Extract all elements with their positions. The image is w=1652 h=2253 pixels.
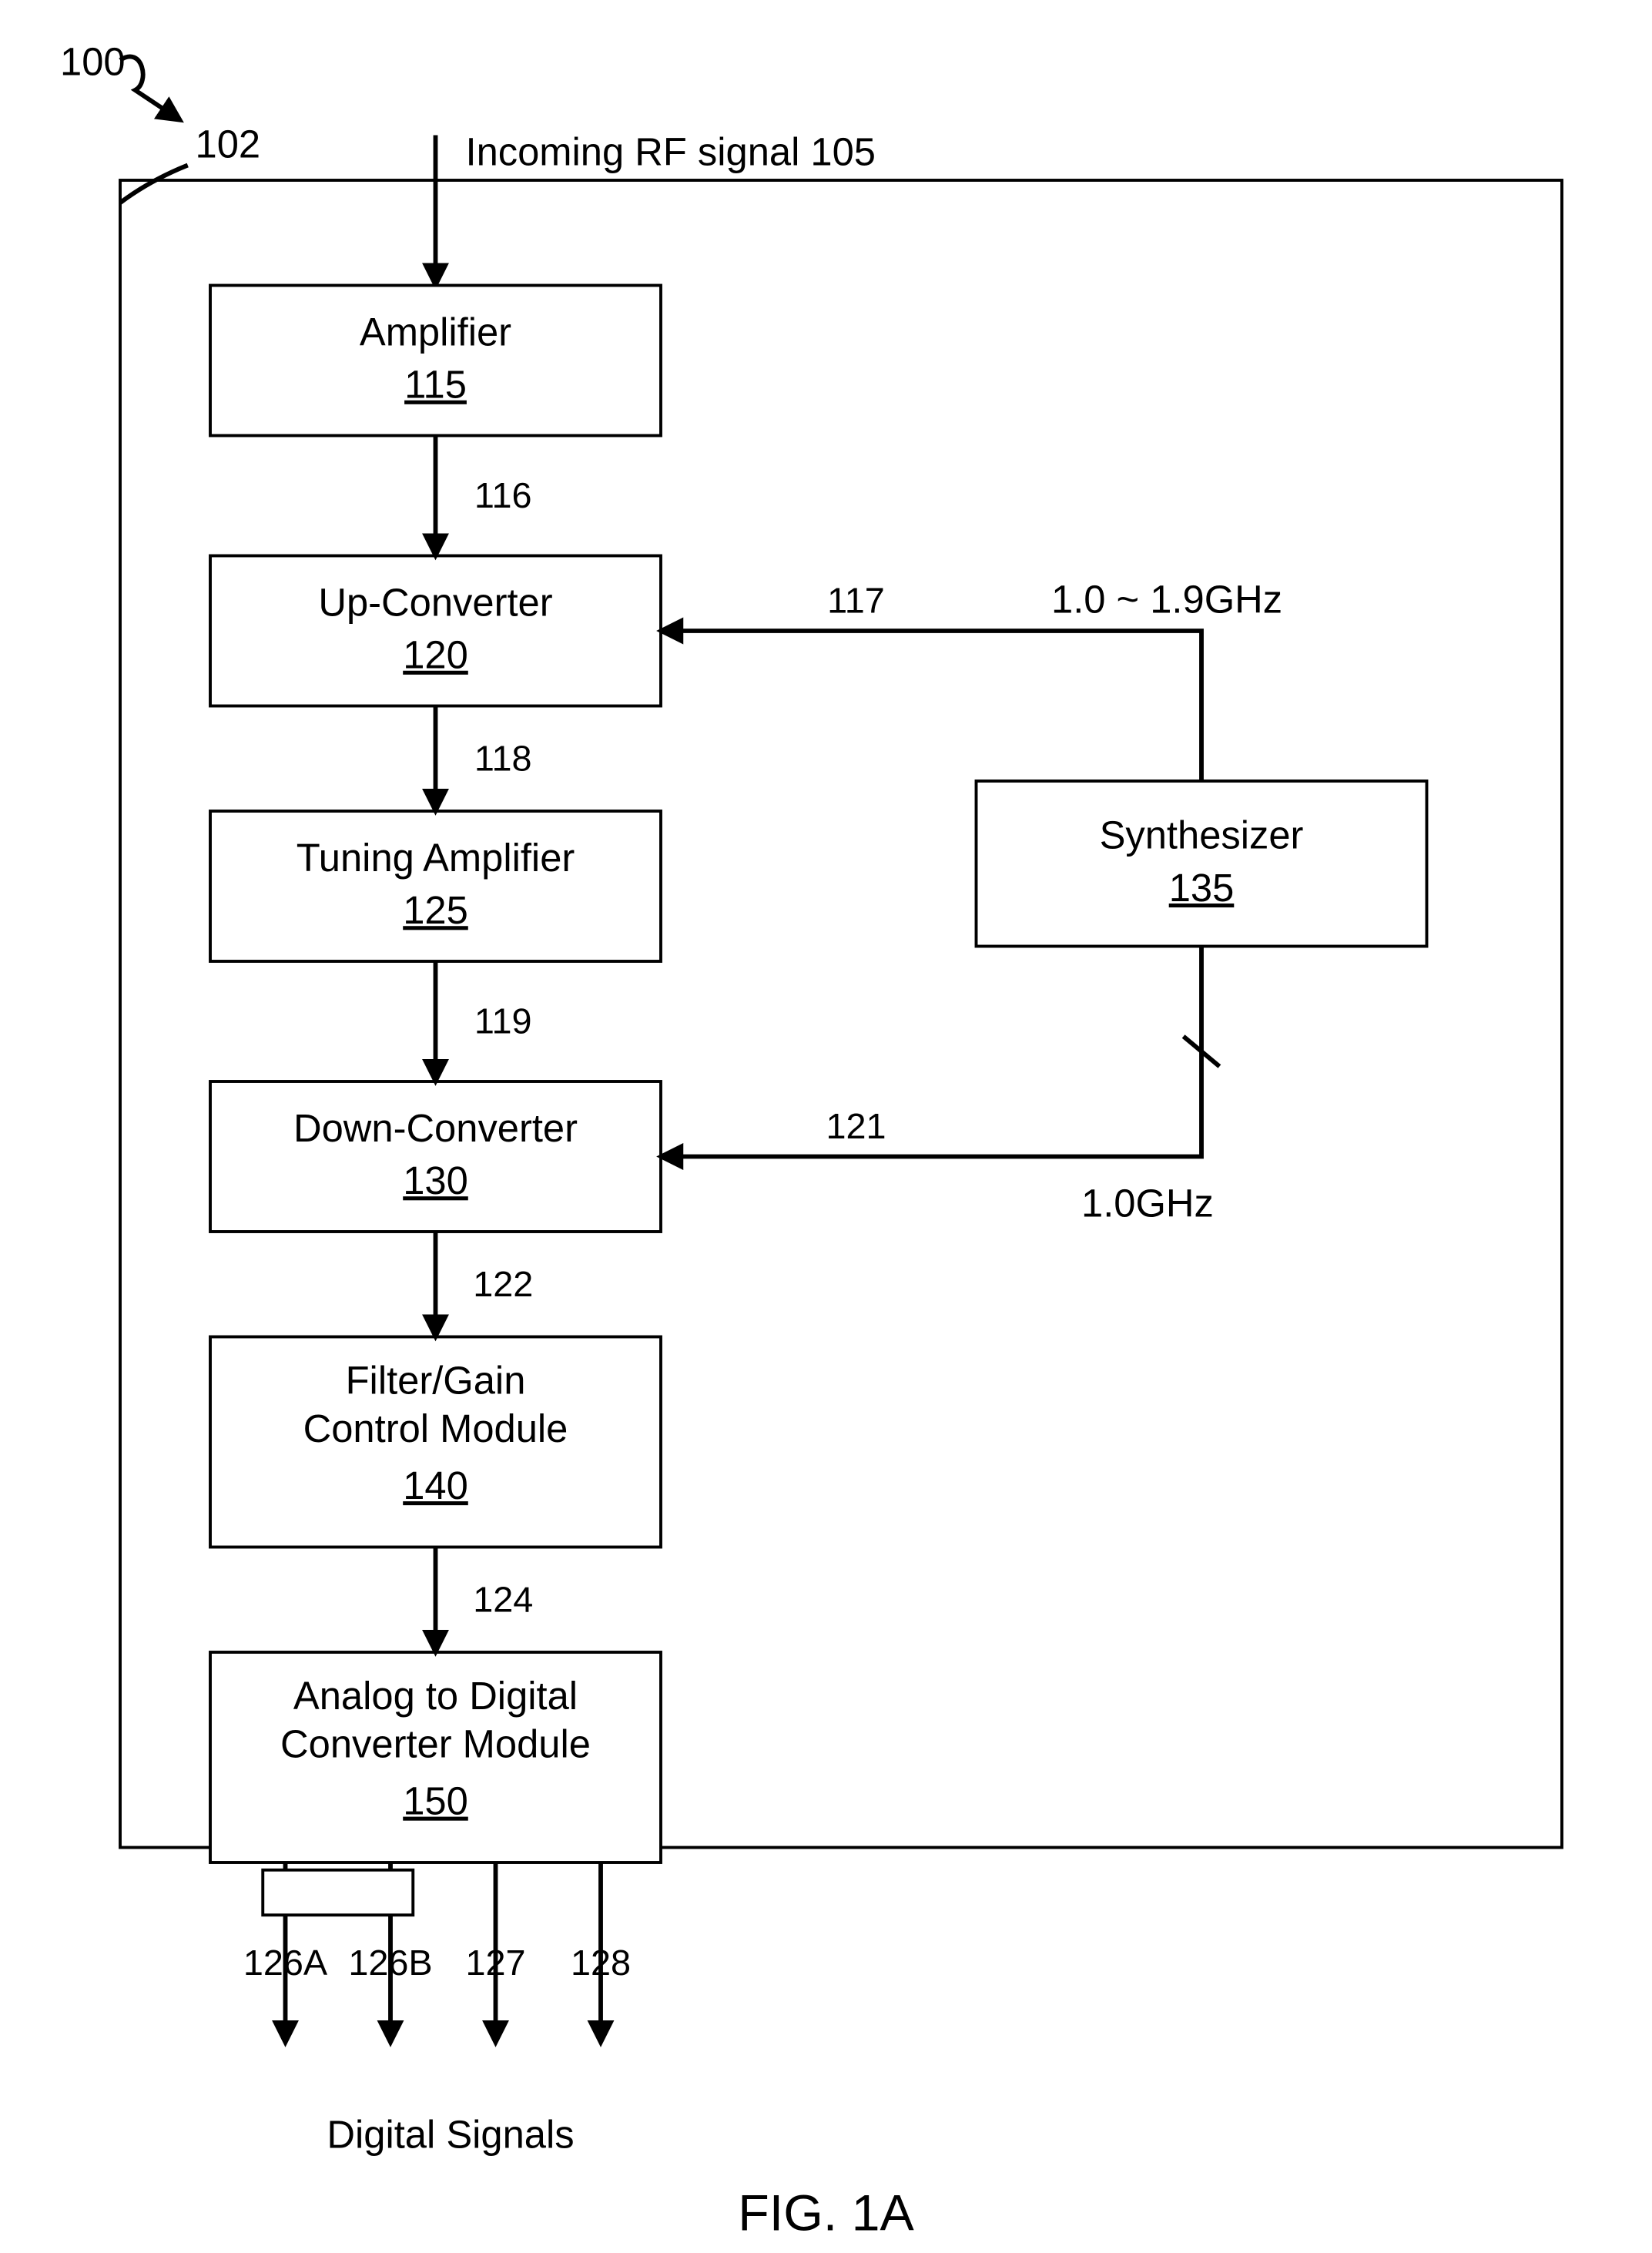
digital-signals-label: Digital Signals [327, 2112, 574, 2156]
tuning-amplifier-block-ref: 125 [403, 888, 468, 932]
adc-block-ref: 150 [403, 1779, 468, 1823]
filter-gain-block-t1: Filter/Gain [346, 1359, 526, 1403]
arrow-119-label: 119 [474, 1001, 532, 1041]
synthesizer-title: Synthesizer [1100, 813, 1304, 857]
arrow-116-label: 116 [474, 475, 532, 515]
downconverter-block [210, 1081, 661, 1232]
downconverter-block-title: Down-Converter [293, 1106, 578, 1150]
downconverter-block-ref: 130 [403, 1158, 468, 1202]
out-126B-label: 126B [348, 1943, 432, 1983]
amplifier-block-ref: 115 [404, 363, 467, 407]
filter-gain-block-ref: 140 [403, 1463, 468, 1507]
tuning-amplifier-block-title: Tuning Amplifier [297, 836, 575, 880]
output-split-box [263, 1870, 413, 1916]
out-128-label: 128 [571, 1943, 631, 1983]
arrow-117 [661, 631, 1201, 781]
adc-block-t2: Converter Module [280, 1722, 591, 1765]
arrow-122-label: 122 [473, 1264, 533, 1304]
freq-lower: 1.0GHz [1081, 1181, 1214, 1225]
synthesizer-block [977, 781, 1427, 947]
amplifier-block-title: Amplifier [360, 310, 511, 354]
arrow-118-label: 118 [474, 738, 532, 778]
container-ref: 102 [195, 122, 260, 166]
filter-gain-block-t2: Control Module [303, 1406, 568, 1450]
upconverter-block-title: Up-Converter [318, 581, 552, 625]
amplifier-block [210, 286, 661, 436]
out-126A-label: 126A [243, 1943, 328, 1983]
container-leader [120, 166, 188, 203]
label-117: 117 [827, 581, 885, 621]
arrow-121 [661, 947, 1201, 1157]
arrow-124-label: 124 [473, 1579, 533, 1619]
upconverter-block-ref: 120 [403, 633, 468, 677]
figure-label: FIG. 1A [738, 2185, 914, 2242]
tuning-amplifier-block [210, 811, 661, 961]
upconverter-block [210, 556, 661, 706]
label-121: 121 [826, 1106, 886, 1146]
assembly-ref: 100 [60, 40, 126, 84]
assembly-ref-arrow [120, 56, 180, 120]
adc-block-t1: Analog to Digital [293, 1674, 578, 1718]
out-127-label: 127 [465, 1943, 525, 1983]
incoming-label: Incoming RF signal 105 [465, 129, 876, 173]
freq-upper: 1.0 ~ 1.9GHz [1051, 578, 1282, 622]
synthesizer-ref: 135 [1169, 866, 1235, 910]
